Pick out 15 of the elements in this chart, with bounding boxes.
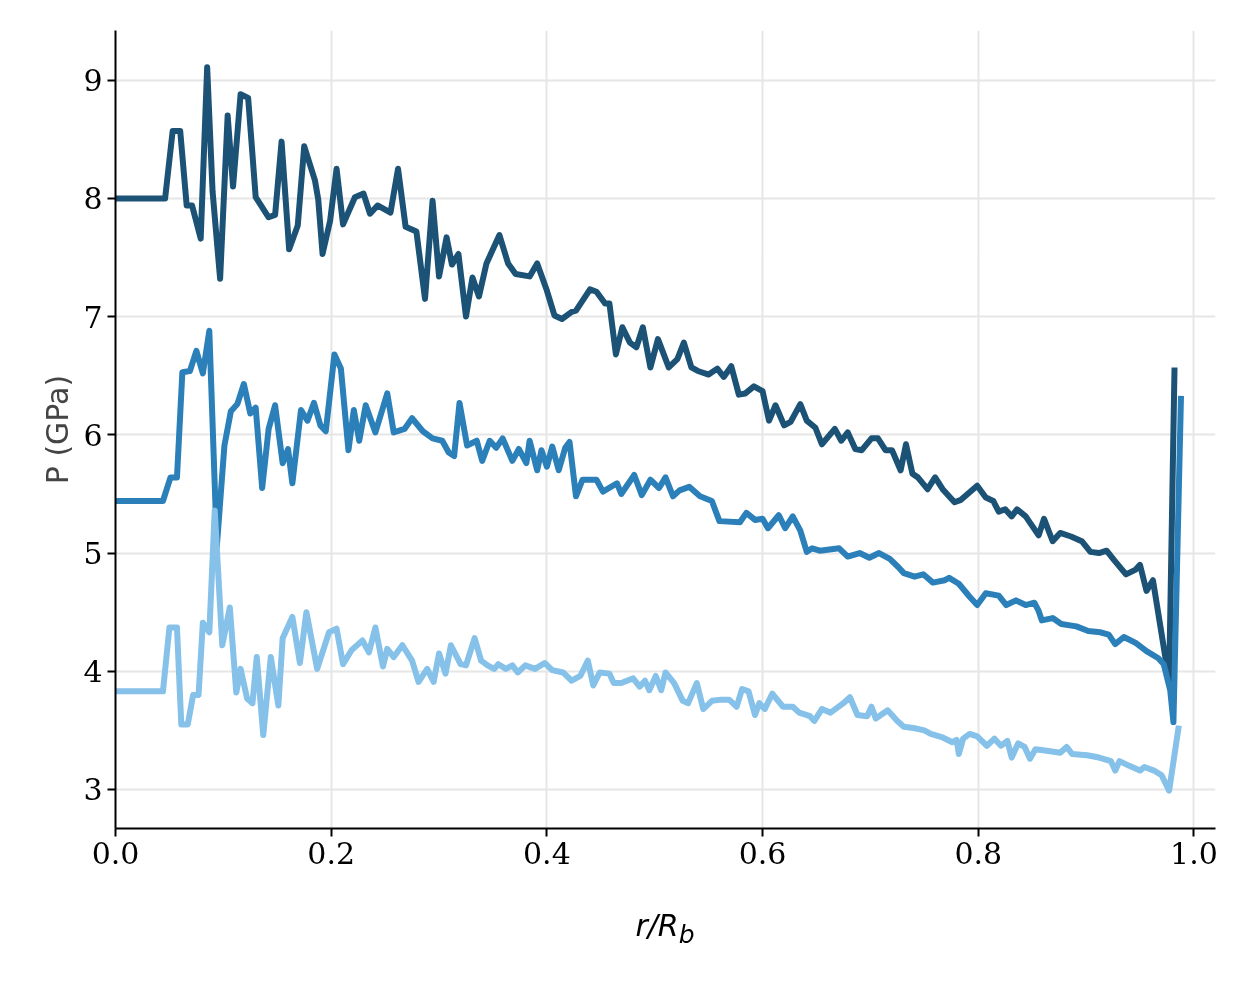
x-tick-label: 0.6 xyxy=(738,835,787,871)
y-tick-label: 9 xyxy=(83,63,103,99)
y-tick-label: 5 xyxy=(83,536,103,572)
x-axis-title: r/R$_{b}$ xyxy=(635,907,695,951)
x-tick-label: 0.2 xyxy=(307,835,356,871)
y-tick-label: 7 xyxy=(83,299,103,335)
x-tick-label: 0.8 xyxy=(954,835,1003,871)
y-tick-label: 4 xyxy=(83,654,103,690)
x-tick-label: 0.0 xyxy=(91,835,140,871)
y-axis-title: P (GPa) xyxy=(40,374,76,485)
y-tick-label: 8 xyxy=(83,181,103,217)
y-tick-label: 6 xyxy=(83,417,103,453)
x-tick-label: 1.0 xyxy=(1170,835,1218,871)
y-tick-label: 3 xyxy=(83,772,103,808)
x-tick-label: 0.4 xyxy=(523,835,571,871)
